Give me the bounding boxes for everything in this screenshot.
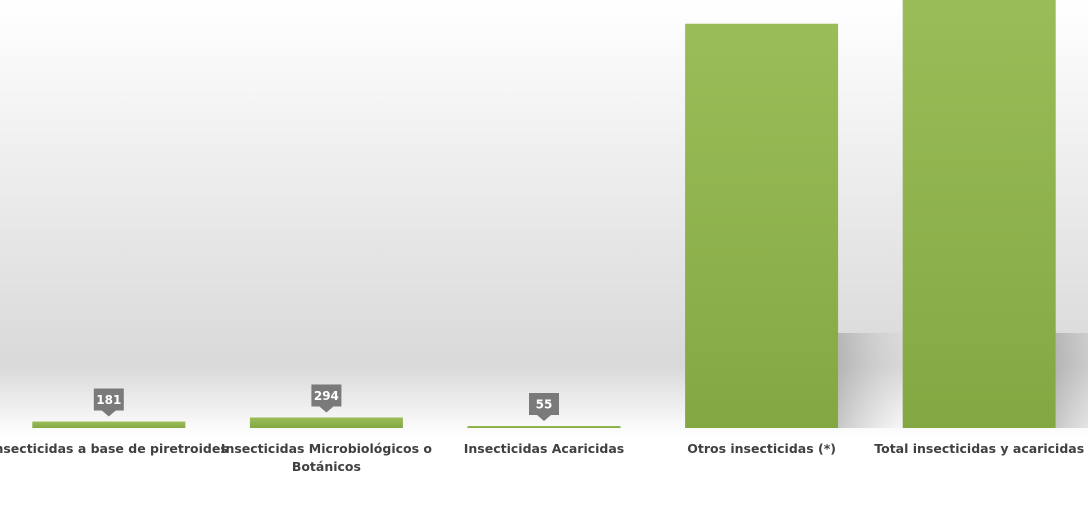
category-label: Insecticidas a base de piretroides bbox=[0, 441, 228, 456]
data-label: 181 bbox=[93, 388, 124, 417]
data-label-text: 294 bbox=[314, 389, 339, 403]
data-label-pointer bbox=[537, 415, 551, 421]
data-label: 55 bbox=[529, 393, 559, 421]
bars bbox=[32, 0, 1056, 429]
data-label-pointer bbox=[101, 410, 116, 417]
bar-shadows bbox=[838, 333, 1088, 428]
category-label: Otros insecticidas (*) bbox=[687, 441, 836, 456]
bar bbox=[902, 0, 1056, 428]
data-labels: 181 294 55 bbox=[93, 384, 559, 421]
data-label-box bbox=[529, 393, 559, 415]
bar bbox=[249, 417, 403, 428]
bar bbox=[32, 421, 186, 428]
bar bbox=[685, 23, 839, 429]
data-label-text: 55 bbox=[536, 398, 553, 412]
data-label: 294 bbox=[311, 384, 342, 413]
data-label-pointer bbox=[319, 406, 334, 413]
data-label-text: 181 bbox=[96, 393, 121, 407]
category-label: Insecticidas Acaricidas bbox=[464, 441, 625, 456]
category-label: Total insecticidas y acaricidas bbox=[874, 441, 1084, 456]
bar-shadow bbox=[838, 333, 914, 428]
bar-shadow bbox=[1055, 333, 1088, 428]
bar bbox=[467, 426, 621, 428]
category-labels: Insecticidas a base de piretroidesInsect… bbox=[0, 441, 1084, 474]
data-label-box bbox=[93, 388, 124, 411]
data-label-box bbox=[311, 384, 342, 407]
category-label: Insecticidas Microbiológicos o Botánicos bbox=[221, 441, 433, 474]
